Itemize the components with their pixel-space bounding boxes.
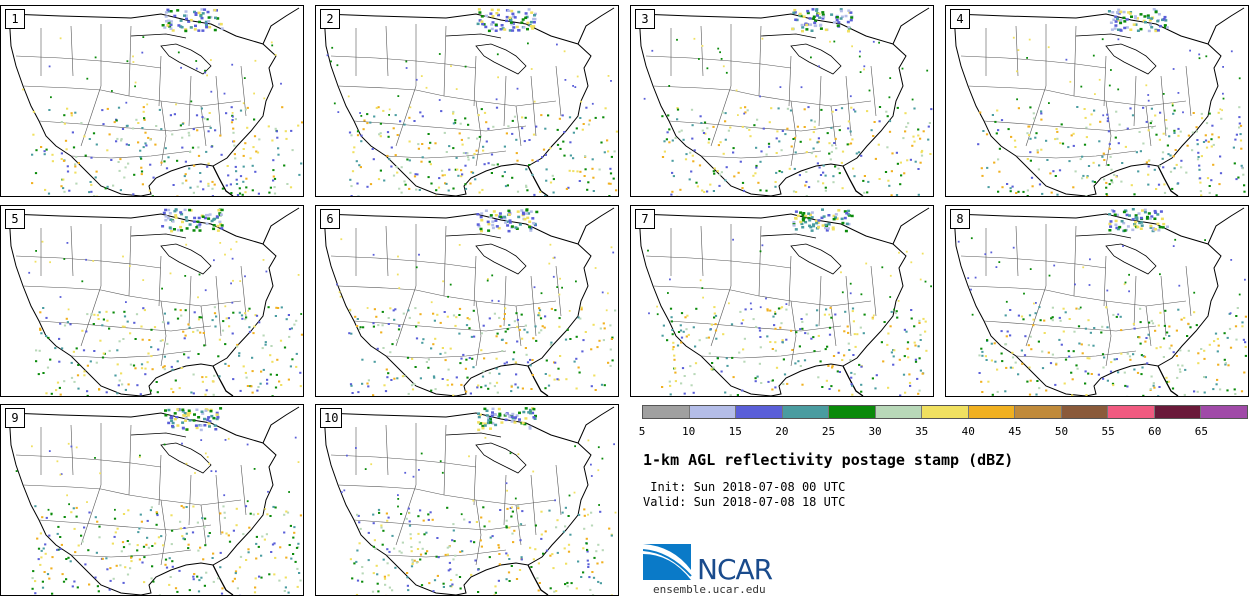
ensemble-member-panel-4: 4 [945,5,1249,197]
member-number: 1 [5,9,25,29]
colorbar-segment [875,406,923,418]
ensemble-member-panel-2: 2 [315,5,619,197]
logo-url: ensemble.ucar.edu [653,583,766,596]
conus-map [323,406,617,595]
conus-map [638,7,933,196]
reflectivity-colorbar [642,405,1248,419]
member-number: 9 [5,408,25,428]
conus-map [323,7,618,196]
colorbar-segment [736,406,783,418]
conus-map [323,207,617,396]
ensemble-member-panel-1: 1 [0,5,304,197]
conus-map [8,7,303,196]
ensemble-member-panel-7: 7 [630,205,934,397]
colorbar-segment [1108,406,1155,418]
valid-time: Valid: Sun 2018-07-08 18 UTC [643,495,846,509]
colorbar-segment [968,406,1016,418]
colorbar-tick-label: 40 [961,425,975,438]
conus-map [8,207,303,396]
colorbar-tick-label: 45 [1008,425,1022,438]
ensemble-member-panel-6: 6 [315,205,619,397]
ensemble-member-panel-8: 8 [945,205,1249,397]
ensemble-member-panel-9: 9 [0,404,304,596]
member-number: 10 [320,408,343,428]
member-number: 4 [950,9,970,29]
colorbar-tick-label: 50 [1054,425,1069,438]
colorbar-tick-label: 5 [638,425,646,438]
logo-name: NCAR [697,553,773,586]
conus-map [8,406,302,595]
colorbar-tick-label: 35 [915,425,929,438]
conus-map [953,207,1247,396]
colorbar-tick-label: 65 [1194,425,1208,438]
ensemble-member-panel-10: 10 [315,404,619,596]
colorbar-segment [1061,406,1109,418]
colorbar-tick-label: 20 [775,425,789,438]
colorbar-tick-label: 55 [1101,425,1115,438]
member-number: 3 [635,9,655,29]
member-number: 2 [320,9,340,29]
colorbar-segment [643,406,690,418]
colorbar-tick-label: 15 [728,425,742,438]
member-number: 6 [320,209,340,229]
colorbar-segment [782,406,830,418]
conus-map [953,7,1246,196]
colorbar-segment [1154,406,1202,418]
colorbar-tick-label: 30 [868,425,882,438]
init-time: Init: Sun 2018-07-08 00 UTC [643,480,846,494]
colorbar-tick-label: 10 [681,425,696,438]
ncar-logo-icon [643,544,692,580]
figure-title: 1-km AGL reflectivity postage stamp (dBZ… [643,451,1014,469]
colorbar-tick-label: 60 [1148,425,1162,438]
conus-map [638,207,932,396]
colorbar-segment [1015,406,1062,418]
colorbar-segment [829,406,876,418]
colorbar-segment [1201,406,1247,418]
ensemble-member-panel-5: 5 [0,205,304,397]
colorbar-tick-label: 25 [821,425,836,438]
member-number: 8 [950,209,970,229]
colorbar-segment [689,406,737,418]
ensemble-member-panel-3: 3 [630,5,934,197]
colorbar-segment [922,406,969,418]
member-number: 7 [635,209,655,229]
member-number: 5 [5,209,25,229]
